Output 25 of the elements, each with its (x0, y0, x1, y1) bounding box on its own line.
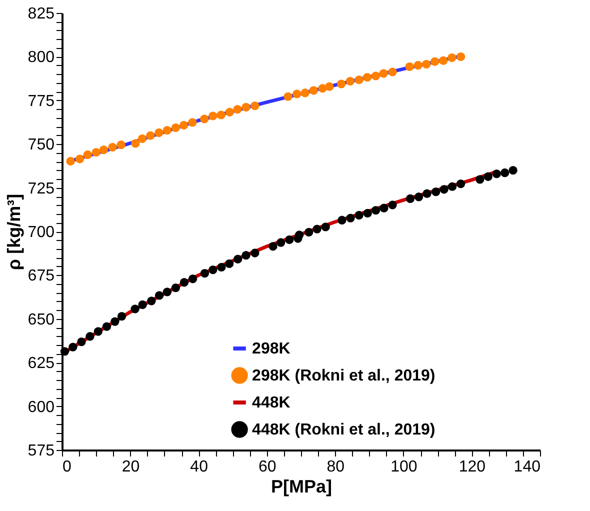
y-tick-label: 700 (28, 224, 55, 241)
y-tick-label: 675 (28, 268, 55, 285)
x-tick-label: 40 (190, 458, 208, 476)
x-tick-label: 60 (258, 458, 276, 476)
x-tick-label: 100 (390, 458, 418, 476)
x-tick-label: 80 (326, 458, 345, 476)
y-tick-label: 750 (28, 136, 55, 154)
legend-label: 448K (252, 394, 291, 412)
y-tick-label: 725 (28, 180, 55, 198)
legend-label: 298K (Rokni et al., 2019) (252, 368, 436, 384)
y-tick-label: 625 (28, 355, 55, 372)
y-axis-title: ρ [kg/m³] (4, 194, 24, 270)
y-tick-label: 600 (28, 398, 55, 416)
x-axis-title: P[MPa] (270, 476, 332, 496)
x-tick-label: 0 (62, 458, 72, 476)
legend-label: 448K (Rokni et al., 2019) (252, 422, 436, 438)
x-tick-label: 120 (458, 458, 486, 476)
legend-label: 298K (252, 340, 291, 358)
y-tick-label: 800 (28, 49, 55, 66)
y-tick-label: 650 (28, 311, 55, 328)
x-tick-label: 20 (122, 458, 140, 476)
y-tick-label: 575 (28, 442, 55, 460)
y-tick-label: 775 (28, 92, 55, 110)
x-tick-label: 140 (514, 458, 541, 476)
y-tick-label: 825 (28, 6, 55, 22)
